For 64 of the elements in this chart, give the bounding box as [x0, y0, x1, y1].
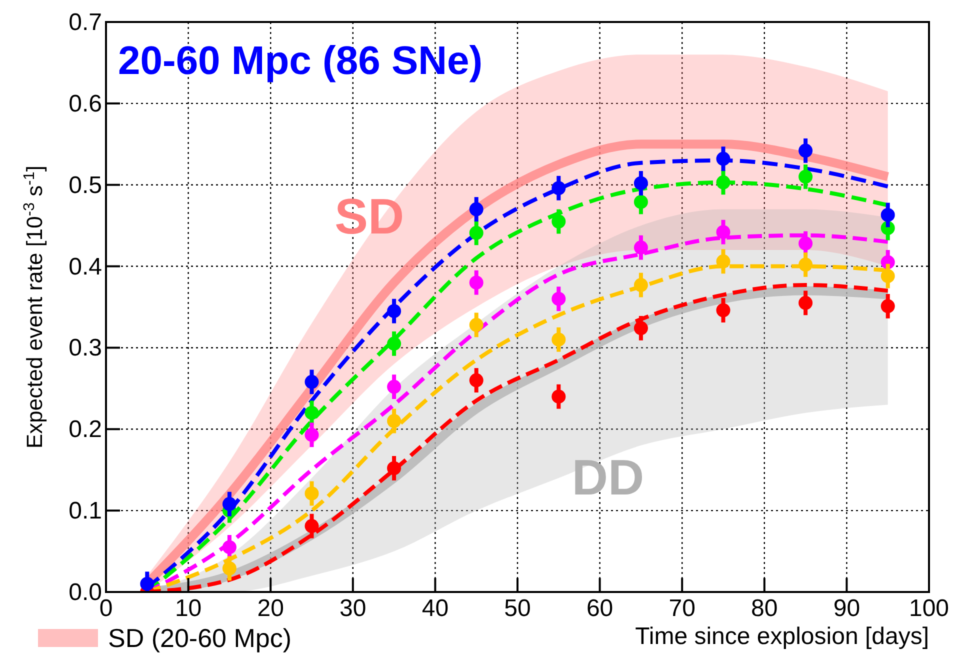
- point: [552, 390, 566, 404]
- point: [716, 225, 730, 240]
- point: [387, 304, 402, 318]
- point: [716, 175, 730, 190]
- y-tick-label: 0.4: [68, 253, 102, 280]
- point: [634, 176, 648, 190]
- point: [798, 236, 813, 250]
- point: [552, 292, 566, 306]
- point: [469, 318, 484, 332]
- y-tick-label: 0.5: [68, 172, 102, 199]
- point: [304, 428, 319, 442]
- annotation: DD: [572, 449, 644, 506]
- x-tick-label: 90: [833, 595, 860, 622]
- point: [222, 561, 236, 576]
- point: [798, 258, 813, 272]
- chart-title: 20-60 Mpc (86 SNe): [118, 39, 483, 83]
- point: [469, 276, 484, 290]
- point: [469, 202, 484, 216]
- point: [880, 208, 895, 222]
- point: [552, 332, 566, 347]
- x-tick-label: 30: [340, 595, 366, 622]
- point: [304, 519, 319, 534]
- point: [304, 406, 319, 420]
- point: [140, 576, 154, 591]
- x-tick-label: 100: [908, 595, 950, 622]
- point: [387, 336, 402, 351]
- point: [304, 374, 319, 389]
- x-tick-label: 80: [751, 595, 778, 622]
- annotation: SD: [334, 188, 404, 245]
- point: [880, 269, 895, 284]
- point: [222, 540, 236, 554]
- point: [716, 303, 730, 318]
- point: [634, 194, 648, 209]
- legend-label: SD (20-60 Mpc): [108, 623, 292, 653]
- x-axis-title: Time since explosion [days]: [635, 623, 929, 650]
- point: [798, 170, 813, 184]
- y-tick-label: 0.3: [68, 334, 102, 362]
- point: [387, 380, 402, 394]
- point: [634, 240, 648, 255]
- point: [634, 278, 648, 292]
- point: [222, 497, 236, 512]
- y-tick-label: 0.7: [68, 9, 102, 36]
- point: [552, 181, 566, 196]
- point: [716, 254, 730, 268]
- point: [469, 226, 484, 240]
- point: [798, 296, 813, 310]
- x-tick-label: 10: [174, 595, 202, 622]
- point: [552, 214, 566, 228]
- point: [716, 152, 730, 166]
- y-tick-label: 0.2: [68, 416, 102, 444]
- y-tick-label: 0.6: [68, 90, 102, 118]
- x-tick-label: 20: [257, 595, 284, 622]
- point: [387, 414, 402, 428]
- y-tick-label: 0.1: [68, 498, 102, 525]
- x-tick-label: 40: [422, 595, 449, 622]
- point: [798, 144, 813, 158]
- point: [304, 486, 319, 500]
- x-tick-label: 60: [586, 595, 614, 622]
- point: [634, 321, 648, 336]
- point: [469, 373, 484, 388]
- point: [387, 461, 402, 476]
- x-tick-label: 70: [668, 595, 696, 622]
- point: [880, 299, 895, 314]
- x-tick-label: 50: [504, 595, 531, 622]
